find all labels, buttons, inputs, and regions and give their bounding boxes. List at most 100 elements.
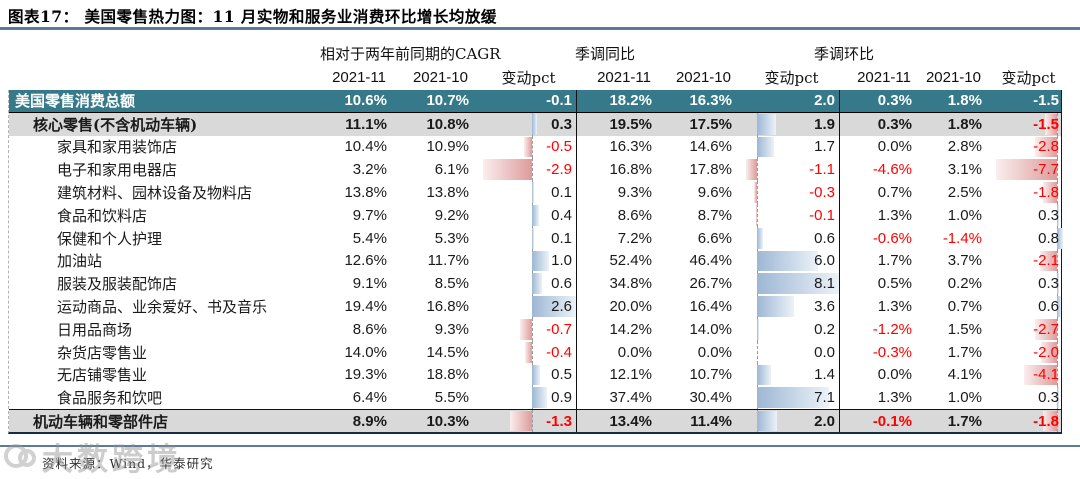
cell-value: -2.0 bbox=[1033, 343, 1059, 361]
cell-value: 9.2% bbox=[434, 206, 469, 224]
heatmap-table: 美国零售消费总额 10.6% 10.7% -0.1 18.2% 16.3% 2.0 0.3% 1… bbox=[8, 90, 1063, 434]
value-cell: 8.5% bbox=[401, 272, 483, 295]
value-cell: 9.6% bbox=[666, 181, 746, 204]
cell-value: 16.8% bbox=[609, 161, 652, 179]
value-cell: 6.1% bbox=[401, 158, 483, 181]
row-label: 电子和家用电器店 bbox=[57, 161, 178, 180]
positive-change-bar bbox=[532, 364, 541, 386]
cell-value: 0.2% bbox=[947, 275, 982, 293]
zero-axis-line bbox=[1056, 135, 1058, 159]
zero-axis-line bbox=[532, 410, 534, 432]
value-cell: 0.0% bbox=[576, 340, 666, 364]
cell-value: 9.1% bbox=[352, 275, 387, 293]
table-row: 美国零售消费总额 10.6% 10.7% -0.1 18.2% 16.3% 2.0 0.3% 1… bbox=[9, 90, 1061, 113]
value-cell: 0.2% bbox=[926, 272, 996, 295]
value-cell: 10.8% bbox=[401, 113, 483, 136]
cell-value: 0.3% bbox=[877, 92, 912, 110]
table-row: 建筑材料、园林设备及物料店 13.8% 13.8% 0.1 9.3% 9.6% -0.3 0.… bbox=[9, 181, 1061, 204]
table-row: 家具和家用装饰店 10.4% 10.9% -0.5 16.3% 14.6% 1.7 0.0% 2… bbox=[9, 135, 1061, 159]
cell-value: -2.8 bbox=[1033, 138, 1059, 156]
cell-value: 0.0% bbox=[697, 343, 732, 361]
change-cell: 6.0 bbox=[746, 249, 839, 273]
change-cell: -1.8 bbox=[996, 410, 1063, 432]
header-mom-chg: 变动pct bbox=[1001, 68, 1056, 87]
positive-change-bar bbox=[757, 136, 775, 158]
positive-change-bar bbox=[532, 250, 549, 272]
positive-change-bar bbox=[757, 364, 772, 386]
positive-change-bar bbox=[757, 318, 760, 340]
cell-value: 7.1 bbox=[814, 389, 835, 407]
value-cell: 5.5% bbox=[401, 386, 483, 409]
value-cell: 16.3% bbox=[666, 90, 746, 112]
cell-value: 10.7% bbox=[689, 366, 732, 384]
positive-change-bar bbox=[532, 204, 539, 226]
header-yoy-oct: 2021-10 bbox=[675, 68, 731, 86]
change-cell: 1.9 bbox=[746, 112, 839, 136]
cell-value: 18.8% bbox=[426, 366, 469, 384]
zero-axis-line bbox=[532, 135, 534, 159]
value-cell: 14.0% bbox=[666, 318, 746, 341]
value-cell: 10.4% bbox=[319, 136, 401, 159]
cell-value: 1.3% bbox=[877, 389, 912, 407]
value-cell: 19.4% bbox=[319, 295, 401, 318]
table-row: 无店铺零售业 19.3% 18.8% 0.5 12.1% 10.7% 1.4 0.0% 4.1%… bbox=[9, 363, 1061, 387]
cell-value: 26.7% bbox=[689, 275, 732, 293]
cell-value: 16.3% bbox=[689, 92, 732, 110]
value-cell: 0.3% bbox=[839, 112, 926, 136]
cell-value: 18.2% bbox=[609, 92, 652, 110]
cell-value: 5.5% bbox=[434, 389, 469, 407]
value-cell: 10.3% bbox=[401, 410, 483, 432]
table-row: 杂货店零售业 14.0% 14.5% -0.4 0.0% 0.0% 0.0 -0.3% 1.7%… bbox=[9, 340, 1061, 364]
cell-value: 20.0% bbox=[609, 298, 652, 316]
cell-value: 3.2% bbox=[352, 161, 387, 179]
cell-value: 0.7% bbox=[947, 298, 982, 316]
value-cell: 10.9% bbox=[401, 136, 483, 159]
figure-title: 图表17： 美国零售热力图：11 月实物和服务业消费环比增长均放缓 bbox=[8, 7, 497, 26]
cell-value: 52.4% bbox=[609, 252, 652, 270]
cell-value: 14.2% bbox=[609, 320, 652, 338]
negative-change-bar bbox=[1044, 113, 1057, 135]
value-cell: 1.8% bbox=[926, 90, 996, 112]
cell-value: 13.4% bbox=[609, 412, 652, 430]
positive-change-bar bbox=[1056, 273, 1060, 295]
cell-value: 12.6% bbox=[344, 252, 387, 270]
value-cell: 0.0% bbox=[839, 135, 926, 159]
table-row: 加油站 12.6% 11.7% 1.0 52.4% 46.4% 6.0 1.7% 3.7% -2.… bbox=[9, 249, 1061, 273]
value-cell: 8.6% bbox=[576, 203, 666, 227]
cell-value: 11.1% bbox=[345, 115, 387, 133]
cell-value: 11.7% bbox=[427, 252, 469, 270]
value-cell: 10.7% bbox=[666, 364, 746, 387]
negative-change-bar bbox=[1035, 318, 1057, 340]
value-cell: -0.3% bbox=[839, 340, 926, 364]
header-cagr-chg: 变动pct bbox=[501, 68, 556, 87]
cell-value: 10.7% bbox=[426, 92, 469, 110]
cell-value: 0.8 bbox=[1038, 229, 1059, 247]
cell-value: 0.3 bbox=[1038, 206, 1059, 224]
change-cell: 0.3 bbox=[996, 203, 1063, 227]
cell-value: 19.3% bbox=[344, 366, 387, 384]
value-cell: 1.3% bbox=[839, 386, 926, 410]
cell-value: 9.3% bbox=[617, 184, 652, 202]
positive-change-bar bbox=[1056, 227, 1063, 249]
row-label: 核心零售(不含机动车辆) bbox=[33, 115, 198, 134]
change-cell: 0.2 bbox=[746, 317, 839, 341]
zero-axis-line bbox=[532, 158, 534, 182]
change-cell: 2.0 bbox=[746, 410, 839, 432]
change-cell: 1.7 bbox=[746, 135, 839, 159]
value-cell: 13.4% bbox=[576, 410, 666, 432]
value-cell: 19.5% bbox=[576, 112, 666, 136]
cell-value: 13.8% bbox=[426, 184, 469, 202]
cell-value: 16.3% bbox=[609, 138, 652, 156]
positive-change-bar bbox=[532, 273, 543, 295]
row-label: 运动商品、业余爱好、书及音乐 bbox=[57, 298, 268, 317]
value-cell: 11.4% bbox=[666, 410, 746, 432]
value-cell: 12.6% bbox=[319, 250, 401, 273]
cell-value: 0.3% bbox=[877, 115, 912, 133]
change-cell: -1.3 bbox=[483, 410, 576, 432]
negative-change-bar bbox=[523, 136, 533, 158]
value-cell: 9.3% bbox=[401, 318, 483, 341]
title-divider-rule bbox=[0, 27, 1080, 30]
cell-value: -0.3 bbox=[809, 184, 835, 202]
cell-value: -2.7 bbox=[1033, 320, 1059, 338]
negative-change-bar bbox=[1040, 341, 1057, 363]
